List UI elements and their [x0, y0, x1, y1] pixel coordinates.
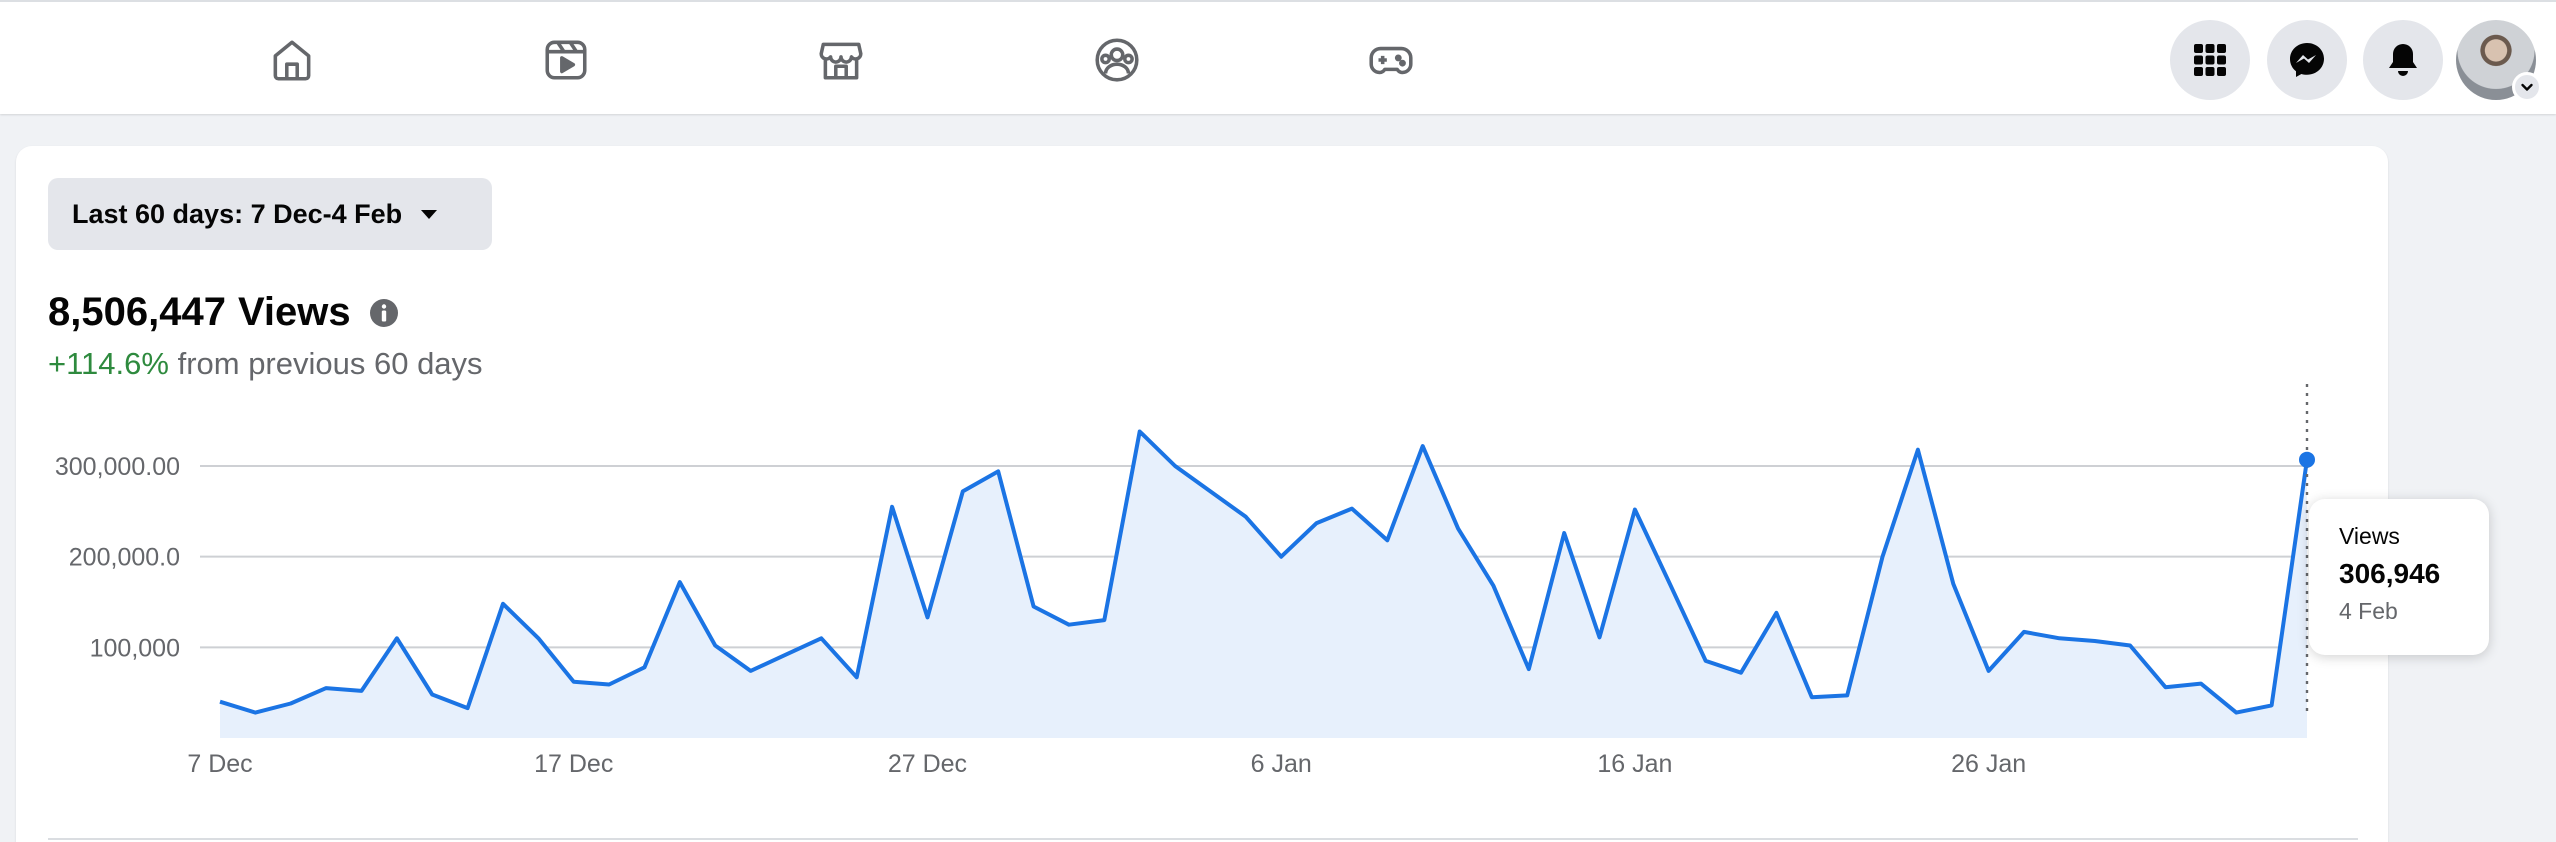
info-icon[interactable] [369, 298, 399, 328]
views-insights-card: Last 60 days: 7 Dec-4 Feb 8,506,447 View… [16, 146, 2388, 842]
home-icon[interactable] [262, 30, 322, 90]
date-range-dropdown[interactable]: Last 60 days: 7 Dec-4 Feb [48, 178, 492, 250]
total-views-word: Views [237, 290, 351, 334]
chevron-down-icon[interactable] [2512, 72, 2542, 102]
top-nav-bar [0, 0, 2556, 114]
chart-tooltip: Views 306,946 4 Feb [2309, 499, 2489, 655]
storefront-icon[interactable] [811, 30, 871, 90]
total-views-number: 8,506,447 [48, 290, 226, 334]
messenger-icon[interactable] [2267, 20, 2347, 100]
groups-icon[interactable] [1087, 30, 1147, 90]
tooltip-value: 306,946 [2339, 558, 2441, 589]
caret-down-icon [421, 210, 438, 219]
tooltip-date: 4 Feb [2339, 598, 2398, 624]
date-range-label: Last 60 days: 7 Dec-4 Feb [72, 198, 403, 229]
bell-icon[interactable] [2363, 20, 2443, 100]
views-change-text: from previous 60 days [177, 346, 483, 381]
grid-menu-icon[interactable] [2170, 20, 2250, 100]
views-change-percent: +114.6% [48, 346, 169, 381]
divider [48, 838, 2358, 840]
tooltip-label: Views [2339, 523, 2400, 549]
gamepad-icon[interactable] [1361, 30, 1421, 90]
views-change: +114.6% from previous 60 days [48, 346, 483, 382]
video-play-icon[interactable] [536, 30, 596, 90]
total-views: 8,506,447 Views [48, 290, 399, 335]
